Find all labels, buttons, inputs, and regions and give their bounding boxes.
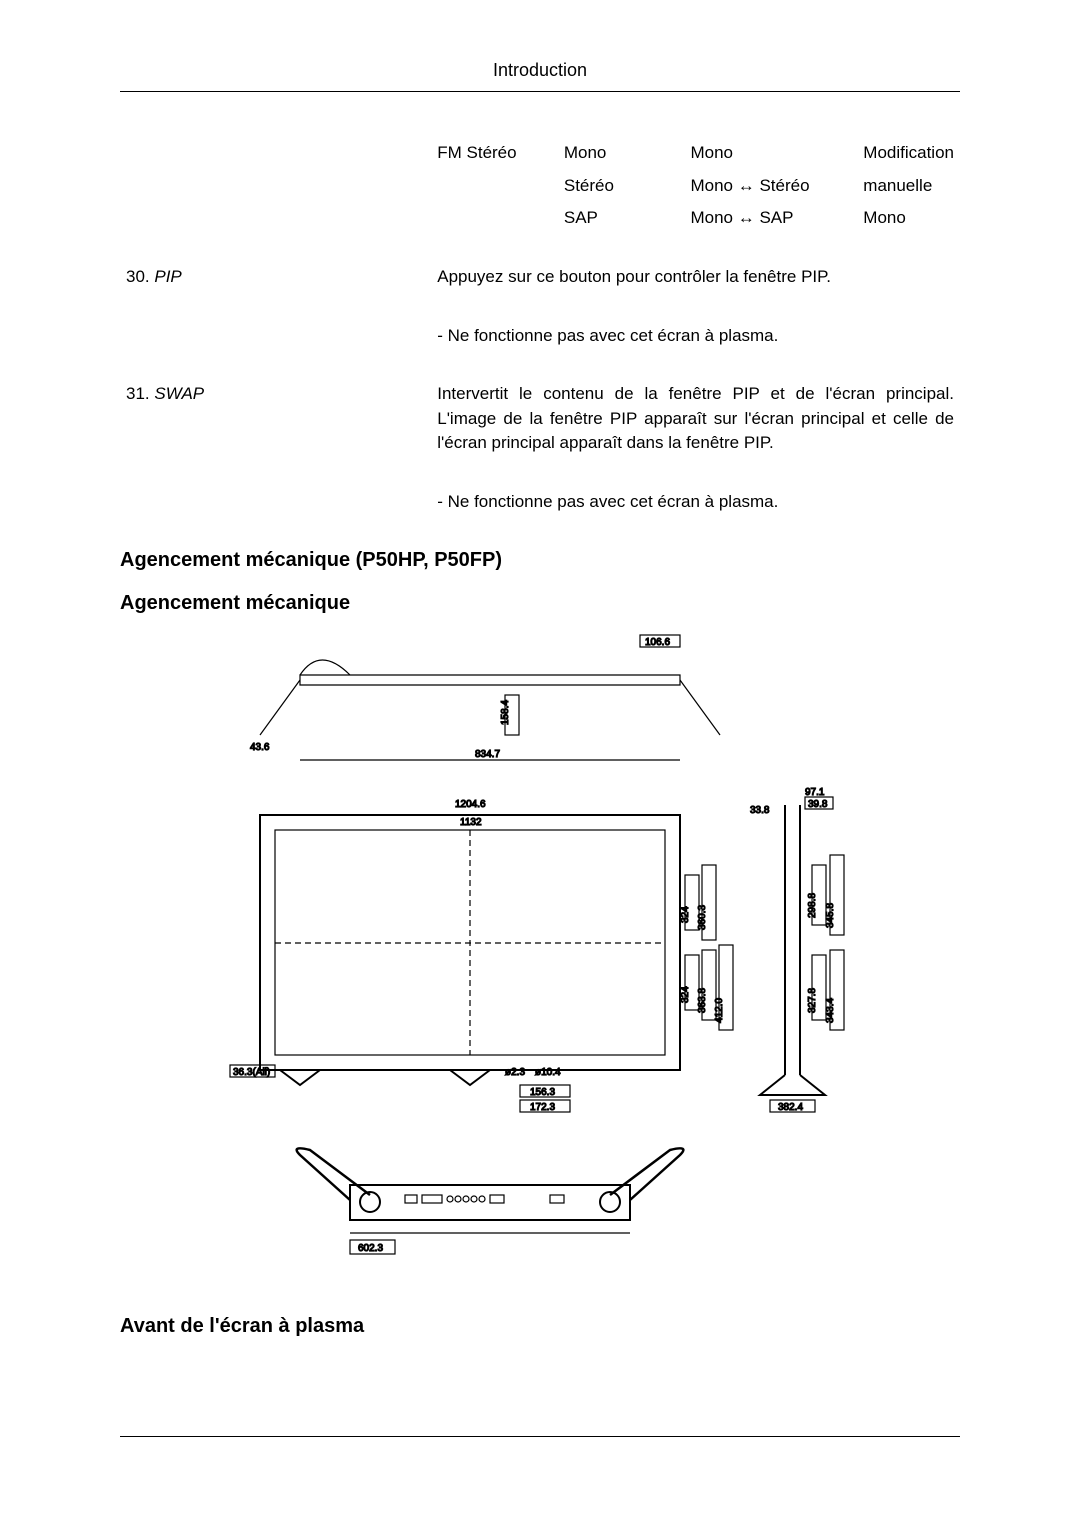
cell-empty xyxy=(120,486,431,519)
dim-s: 33.8 xyxy=(750,805,770,816)
dim-n: ø10.4 xyxy=(535,1067,561,1078)
cell-a xyxy=(431,170,558,203)
cell-empty xyxy=(120,137,431,170)
dim-r: 39.8 xyxy=(808,799,828,810)
dim-c: 43.6 xyxy=(250,742,270,753)
cell-d: manuelle xyxy=(857,170,960,203)
dim-i: 324 xyxy=(680,986,691,1003)
cell-empty xyxy=(120,202,431,235)
footer-rule xyxy=(120,1436,960,1437)
item-pip-num: 30. xyxy=(126,267,150,286)
cell-b: Mono xyxy=(558,137,685,170)
item-swap-note-row: - Ne fonctionne pas avec cet écran à pla… xyxy=(120,486,960,519)
heading-mech-main: Agencement mécanique (P50HP, P50FP) xyxy=(120,549,960,572)
cell-c: Mono ↔ Stéréo xyxy=(684,170,857,203)
cell-d: Mono xyxy=(857,202,960,235)
page-header-title: Introduction xyxy=(120,60,960,92)
cell-b: Stéréo xyxy=(558,170,685,203)
dim-t: 298.8 xyxy=(807,892,818,917)
dim-l: 36.3(All) xyxy=(233,1067,270,1078)
dim-p: 172.3 xyxy=(530,1102,555,1113)
cell-b: SAP xyxy=(558,202,685,235)
dim-g: 324 xyxy=(680,906,691,923)
item-swap-desc: Intervertit le contenu de la fenêtre PIP… xyxy=(431,378,960,460)
dim-k: 412.0 xyxy=(714,997,725,1022)
item-swap-row: 31. SWAP Intervertit le contenu de la fe… xyxy=(120,378,960,460)
content-table: FM Stéréo Mono Mono Modification Stéréo … xyxy=(120,137,960,519)
heading-front: Avant de l'écran à plasma xyxy=(120,1315,960,1338)
cell-empty xyxy=(120,320,431,353)
cell-a xyxy=(431,202,558,235)
dim-u: 345.8 xyxy=(825,902,836,927)
item-pip-label: 30. PIP xyxy=(120,261,431,294)
diagram-svg-wrap: 106.6 158.4 43.6 834.7 1204.6 1132 xyxy=(220,625,860,1285)
item-pip-row: 30. PIP Appuyez sur ce bouton pour contr… xyxy=(120,261,960,294)
spacer xyxy=(120,352,960,378)
cell-c: Mono xyxy=(684,137,857,170)
dim-d: 834.7 xyxy=(475,749,500,760)
audio-row-1: FM Stéréo Mono Mono Modification xyxy=(120,137,960,170)
dim-f: 1132 xyxy=(460,817,482,828)
item-pip-name: PIP xyxy=(154,267,181,286)
dim-m: ø2.3 xyxy=(505,1067,525,1078)
audio-row-2: Stéréo Mono ↔ Stéréo manuelle xyxy=(120,170,960,203)
page-root: Introduction FM Stéréo Mono Mono Modific… xyxy=(0,0,1080,1527)
dim-h: 360.3 xyxy=(697,904,708,929)
item-swap-num: 31. xyxy=(126,384,150,403)
dim-a: 106.6 xyxy=(645,637,670,648)
dim-y: 602.3 xyxy=(358,1243,383,1254)
dim-e: 1204.6 xyxy=(455,799,486,810)
heading-mech-sub: Agencement mécanique xyxy=(120,592,960,615)
mechanical-diagram: 106.6 158.4 43.6 834.7 1204.6 1132 xyxy=(120,625,960,1285)
spacer xyxy=(120,460,960,486)
cell-empty xyxy=(120,170,431,203)
diagram-svg: 106.6 158.4 43.6 834.7 1204.6 1132 xyxy=(220,625,860,1285)
dim-j: 363.8 xyxy=(697,987,708,1012)
dim-w: 343.4 xyxy=(825,997,836,1022)
cell-a: FM Stéréo xyxy=(431,137,558,170)
item-swap-note: - Ne fonctionne pas avec cet écran à pla… xyxy=(431,486,960,519)
dim-v: 327.8 xyxy=(807,987,818,1012)
audio-row-3: SAP Mono ↔ SAP Mono xyxy=(120,202,960,235)
item-swap-label: 31. SWAP xyxy=(120,378,431,460)
item-pip-note: - Ne fonctionne pas avec cet écran à pla… xyxy=(431,320,960,353)
item-pip-desc: Appuyez sur ce bouton pour contrôler la … xyxy=(431,261,960,294)
dim-x: 382.4 xyxy=(778,1102,803,1113)
cell-d: Modification xyxy=(857,137,960,170)
spacer xyxy=(120,294,960,320)
dim-b: 158.4 xyxy=(500,699,511,724)
spacer xyxy=(120,235,960,261)
item-swap-name: SWAP xyxy=(154,384,204,403)
dim-o: 156.3 xyxy=(530,1087,555,1098)
dim-q: 97.1 xyxy=(805,787,825,798)
cell-c: Mono ↔ SAP xyxy=(684,202,857,235)
item-pip-note-row: - Ne fonctionne pas avec cet écran à pla… xyxy=(120,320,960,353)
